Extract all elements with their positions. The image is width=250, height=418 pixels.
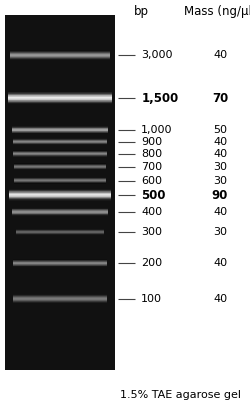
Bar	[13, 301, 107, 302]
Bar	[8, 95, 112, 96]
Bar	[13, 295, 107, 296]
Bar	[13, 296, 107, 297]
Bar	[8, 98, 112, 99]
Text: 800: 800	[141, 149, 163, 159]
Text: 40: 40	[213, 137, 227, 147]
Bar	[9, 195, 111, 196]
Text: 40: 40	[213, 207, 227, 217]
Text: 100: 100	[141, 294, 162, 304]
Bar	[10, 58, 110, 59]
Text: 30: 30	[213, 227, 227, 237]
Bar	[8, 97, 112, 98]
Bar	[12, 214, 108, 215]
Text: 600: 600	[141, 176, 162, 186]
Text: 40: 40	[213, 51, 227, 61]
Bar	[5, 15, 115, 370]
Bar	[10, 57, 110, 58]
Text: 1,500: 1,500	[141, 92, 178, 104]
Bar	[9, 196, 111, 197]
Bar	[12, 209, 108, 210]
Text: 700: 700	[141, 162, 163, 172]
Bar	[8, 94, 112, 95]
Text: 50: 50	[213, 125, 227, 135]
Bar	[8, 99, 112, 100]
Text: 200: 200	[141, 258, 163, 268]
Text: 90: 90	[212, 189, 228, 201]
Text: 400: 400	[141, 207, 163, 217]
Bar	[10, 54, 110, 55]
Text: 40: 40	[213, 258, 227, 268]
Bar	[10, 59, 110, 60]
Bar	[10, 55, 110, 56]
Bar	[9, 193, 111, 194]
Bar	[13, 297, 107, 298]
Text: 40: 40	[213, 149, 227, 159]
Bar	[9, 189, 111, 190]
Bar	[8, 96, 112, 97]
Text: 30: 30	[213, 162, 227, 172]
Text: 1.5% TAE agarose gel: 1.5% TAE agarose gel	[120, 390, 240, 400]
Bar	[13, 298, 107, 299]
Bar	[9, 199, 111, 200]
Bar	[10, 53, 110, 54]
Text: 300: 300	[141, 227, 162, 237]
Bar	[12, 215, 108, 216]
Bar	[9, 200, 111, 201]
Bar	[8, 102, 112, 103]
Text: 900: 900	[141, 137, 163, 147]
Text: 3,000: 3,000	[141, 51, 173, 61]
Bar	[9, 192, 111, 193]
Bar	[8, 103, 112, 104]
Bar	[13, 300, 107, 301]
Text: 30: 30	[213, 176, 227, 186]
Text: 1,000: 1,000	[141, 125, 173, 135]
Bar	[9, 197, 111, 198]
Text: Mass (ng/μl): Mass (ng/μl)	[184, 5, 250, 18]
Bar	[10, 51, 110, 52]
Bar	[12, 213, 108, 214]
Bar	[13, 294, 107, 295]
Bar	[10, 56, 110, 57]
Text: 500: 500	[141, 189, 166, 201]
Text: 70: 70	[212, 92, 228, 104]
Bar	[8, 93, 112, 94]
Bar	[12, 211, 108, 212]
Bar	[12, 212, 108, 213]
Bar	[10, 53, 110, 54]
Text: bp: bp	[134, 5, 149, 18]
Bar	[12, 208, 108, 209]
Bar	[9, 190, 111, 191]
Bar	[9, 198, 111, 199]
Bar	[13, 302, 107, 303]
Bar	[10, 52, 110, 53]
Bar	[13, 299, 107, 300]
Bar	[8, 92, 112, 93]
Bar	[8, 100, 112, 101]
Bar	[9, 194, 111, 195]
Bar	[12, 210, 108, 211]
Bar	[8, 101, 112, 102]
Text: 40: 40	[213, 294, 227, 304]
Bar	[9, 191, 111, 192]
